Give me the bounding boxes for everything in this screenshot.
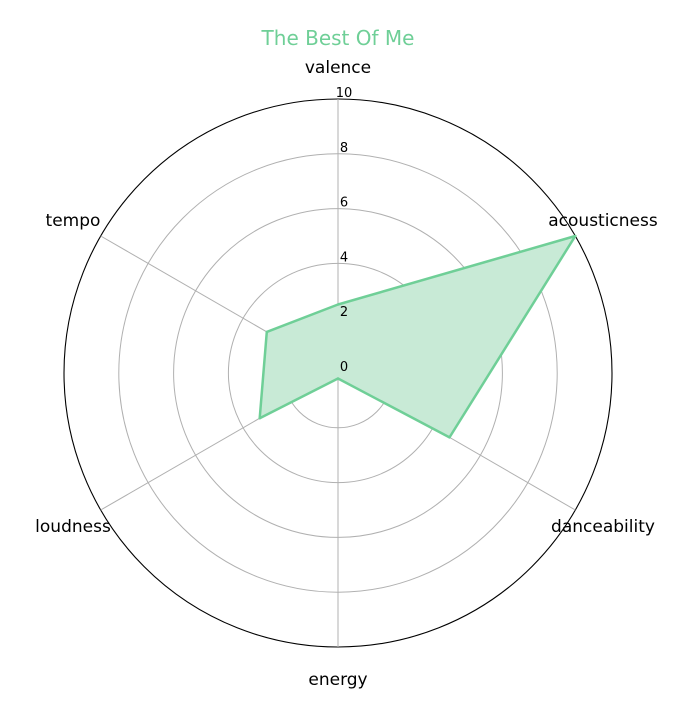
chart-title: The Best Of Me — [261, 26, 415, 50]
axis-label-tempo: tempo — [46, 211, 101, 231]
data-point-loudness — [258, 417, 261, 420]
data-point-tempo — [265, 330, 269, 334]
axis-label-loudness: loudness — [35, 517, 111, 537]
radial-tick-label: 4 — [340, 250, 348, 265]
axis-label-danceability: danceability — [551, 517, 655, 537]
axis-label-acousticness: acousticness — [548, 211, 658, 231]
data-point-valence — [336, 303, 340, 306]
radial-tick-label: 2 — [340, 305, 348, 320]
series-area — [259, 236, 576, 438]
axis-label-energy: energy — [308, 670, 367, 690]
data-point-energy — [336, 377, 340, 380]
radial-tick-label: 10 — [336, 86, 353, 101]
data-point-danceability — [448, 436, 451, 439]
radial-tick-label: 0 — [340, 360, 348, 375]
axis-label-valence: valence — [305, 58, 371, 78]
data-point-acousticness — [574, 234, 577, 238]
radial-tick-label: 8 — [340, 141, 348, 156]
radial-tick-label: 6 — [340, 196, 348, 211]
